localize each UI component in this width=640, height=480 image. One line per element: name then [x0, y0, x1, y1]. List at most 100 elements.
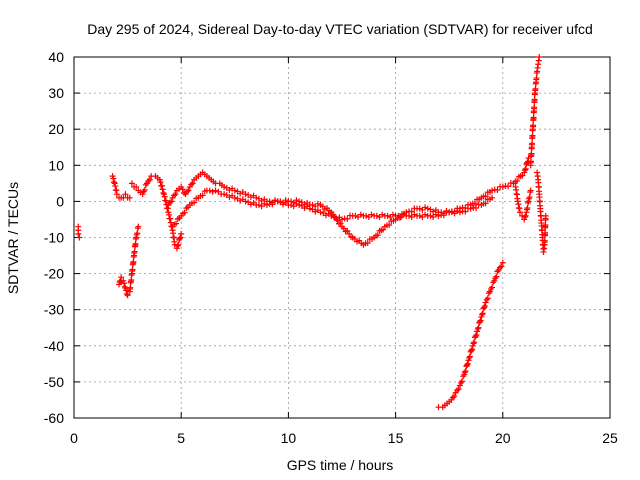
data-point-interp [493, 273, 500, 280]
data-point-interp [121, 283, 128, 290]
data-point-interp [344, 227, 351, 234]
data-point-interp [482, 200, 489, 207]
data-point-interp [464, 360, 471, 367]
data-point-interp [440, 212, 447, 219]
y-tick-label: -10 [44, 230, 64, 246]
data-point-interp [526, 194, 533, 201]
x-tick-label: 20 [495, 430, 511, 446]
data-point [486, 288, 493, 295]
data-point [467, 205, 474, 212]
data-point [128, 180, 135, 187]
data-point-interp [484, 295, 491, 302]
data-point [435, 212, 442, 219]
data-point-interp [111, 179, 118, 186]
data-point-interp [479, 311, 486, 318]
data-point [456, 209, 463, 216]
data-point [542, 212, 549, 219]
data-point-interp [524, 205, 531, 212]
data-point-interp [179, 186, 186, 193]
data-point-interp [477, 317, 484, 324]
grid-layer [74, 57, 610, 418]
data-point-interp [476, 318, 483, 325]
data-point-interp [422, 211, 429, 218]
data-point-interp [521, 214, 528, 221]
data-point-interp [373, 212, 380, 219]
data-point-interp [400, 211, 407, 218]
data-point [139, 191, 146, 198]
data-point [221, 183, 228, 190]
data-point-interp [395, 212, 402, 219]
data-point-interp [519, 172, 526, 179]
data-point [263, 202, 270, 209]
data-point-interp [474, 325, 481, 332]
data-point-interp [542, 229, 549, 236]
data-point [527, 187, 534, 194]
data-point-interp [482, 193, 489, 200]
data-point-interp [168, 198, 175, 205]
data-point [306, 205, 313, 212]
data-point-interp [363, 212, 370, 219]
data-point-interp [189, 180, 196, 187]
data-point-interp [340, 225, 347, 232]
data-point [221, 191, 228, 198]
data-point [499, 183, 506, 190]
data-point-interp [384, 212, 391, 219]
data-point [242, 191, 249, 198]
data-point-interp [454, 208, 461, 215]
data-point-interp [255, 202, 262, 209]
data-point-interp [532, 85, 539, 92]
data-point-interp [357, 211, 364, 218]
data-point-interp [505, 183, 512, 190]
data-point-interp [461, 369, 468, 376]
data-point-interp [416, 212, 423, 219]
x-tick-label: 0 [70, 430, 78, 446]
data-point [489, 187, 496, 194]
data-point-interp [158, 182, 165, 189]
data-point [231, 194, 238, 201]
data-point-interp [533, 75, 540, 82]
y-tick-label: 30 [48, 85, 64, 101]
data-point-interp [422, 204, 429, 211]
data-point-interp [337, 220, 344, 227]
data-point-interp [162, 197, 169, 204]
data-point-interp [489, 284, 496, 291]
data-point-interp [159, 186, 166, 193]
data-point-interp [462, 368, 469, 375]
data-point [118, 274, 125, 281]
data-point-interp [364, 240, 371, 247]
y-tick-label: -30 [44, 302, 64, 318]
data-point [253, 194, 260, 201]
y-tick-label: 0 [56, 193, 64, 209]
data-point-interp [475, 324, 482, 331]
data-point-interp [464, 362, 471, 369]
data-point-interp [269, 201, 276, 208]
data-point [424, 205, 431, 212]
data-point-interp [514, 177, 521, 184]
data-point [178, 230, 185, 237]
data-point-interp [314, 200, 321, 207]
data-point-interp [199, 192, 206, 199]
data-point-interp [479, 310, 486, 317]
data-point-interp [473, 331, 480, 338]
data-point-interp [455, 386, 462, 393]
data-point-interp [177, 234, 184, 241]
y-tick-label: -60 [44, 410, 64, 426]
data-point [516, 209, 523, 216]
data-point-interp [379, 211, 386, 218]
data-point-interp [167, 219, 174, 226]
data-point [126, 194, 133, 201]
y-tick-label: 20 [48, 121, 64, 137]
data-point-interp [167, 215, 174, 222]
data-point-interp [542, 221, 549, 228]
data-point-interp [466, 354, 473, 361]
data-point-interp [466, 353, 473, 360]
data-point-interp [416, 205, 423, 212]
data-point-interp [448, 209, 455, 216]
data-point [328, 212, 335, 219]
data-point-interp [121, 280, 128, 287]
data-point [242, 198, 249, 205]
data-point-interp [471, 339, 478, 346]
y-tick-label: -40 [44, 338, 64, 354]
data-point-interp [116, 279, 123, 286]
